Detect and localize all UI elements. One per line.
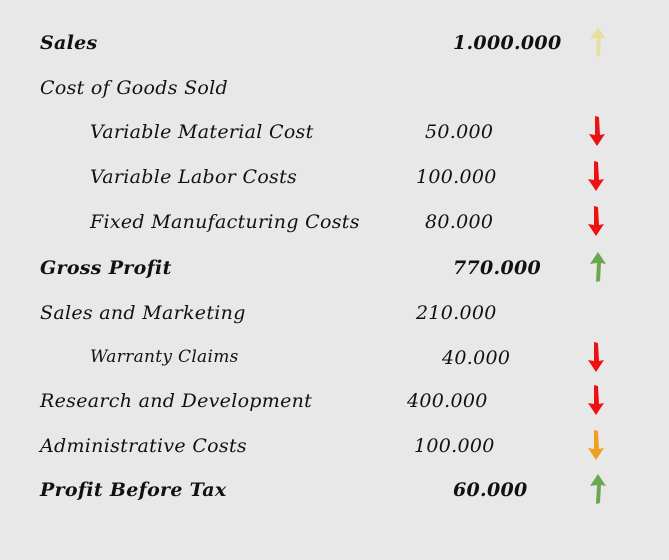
row-label: Sales and Marketing [40,302,246,324]
row-label: Profit Before Tax [40,479,227,501]
arrow-down-icon [588,342,604,372]
row-cogs: Cost of Goods Sold [0,77,669,117]
row-research-development: Research and Development 400.000 [0,385,669,430]
row-label: Variable Material Cost [90,121,314,143]
row-value: 80.000 [425,211,494,233]
row-value: 400.000 [407,390,488,412]
row-fixed-manufacturing: Fixed Manufacturing Costs 80.000 [0,206,669,251]
row-value: 1.000.000 [453,32,562,54]
row-label: Gross Profit [40,257,172,279]
arrow-up-icon [590,474,606,504]
row-sales: Sales 1.000.000 [0,27,669,72]
row-variable-material: Variable Material Cost 50.000 [0,116,669,161]
arrow-down-icon [588,385,604,415]
row-value: 210.000 [416,302,497,324]
arrow-up-icon [590,27,606,57]
row-value: 60.000 [453,479,528,501]
row-administrative-costs: Administrative Costs 100.000 [0,430,669,475]
arrow-down-icon [588,430,604,460]
row-label: Warranty Claims [90,347,239,367]
row-profit-before-tax: Profit Before Tax 60.000 [0,474,669,519]
row-label: Variable Labor Costs [90,166,298,188]
row-warranty-claims: Warranty Claims 40.000 [0,342,669,387]
arrow-down-icon [589,116,605,146]
arrow-down-icon [588,161,604,191]
row-value: 40.000 [442,347,511,369]
row-value: 100.000 [414,435,495,457]
row-label: Administrative Costs [40,435,247,457]
row-value: 100.000 [416,166,497,188]
row-variable-labor: Variable Labor Costs 100.000 [0,161,669,206]
row-gross-profit: Gross Profit 770.000 [0,252,669,297]
row-label: Fixed Manufacturing Costs [90,211,360,233]
arrow-up-icon [590,252,606,282]
row-label: Research and Development [40,390,313,412]
row-sales-marketing: Sales and Marketing 210.000 [0,302,669,342]
row-value: 770.000 [453,257,542,279]
row-value: 50.000 [425,121,494,143]
row-label: Cost of Goods Sold [40,77,229,99]
arrow-down-icon [588,206,604,236]
row-label: Sales [40,32,98,54]
